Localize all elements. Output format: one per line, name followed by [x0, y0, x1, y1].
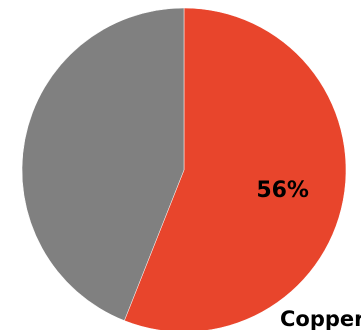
- data-label: 56%: [256, 178, 309, 203]
- pie-slice: [124, 7, 347, 330]
- pie-slice: [21, 7, 185, 321]
- chart-title: Copper: [280, 307, 361, 330]
